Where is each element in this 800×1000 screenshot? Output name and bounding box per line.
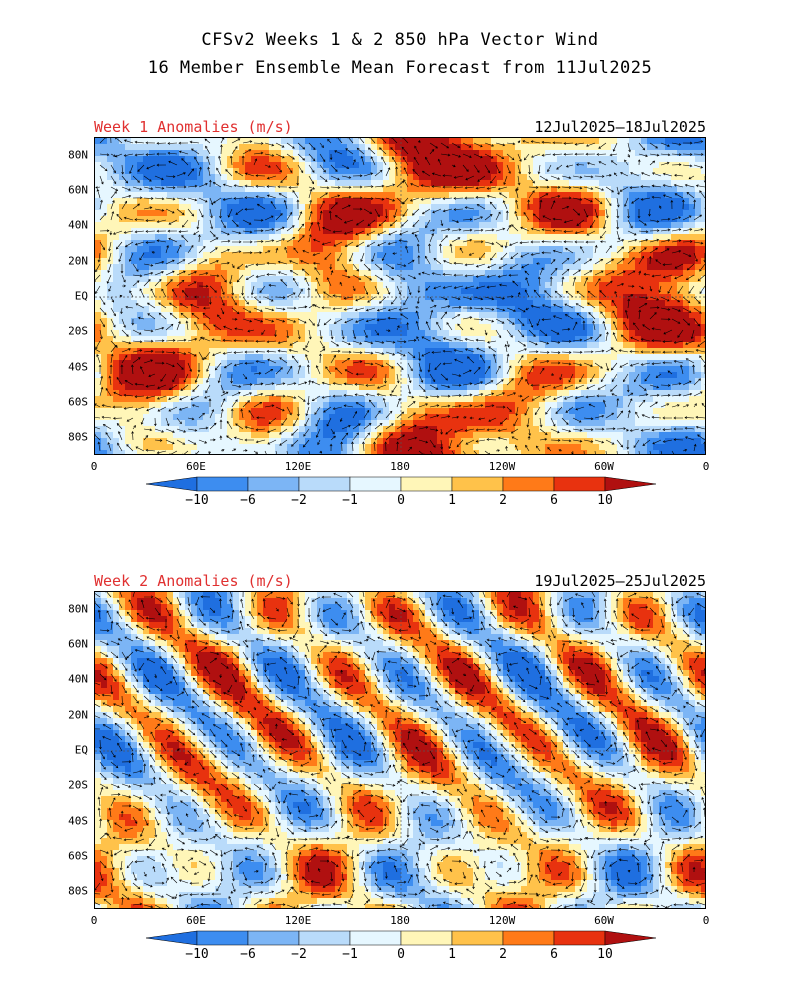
wind-anomaly-field (95, 592, 705, 908)
lon-tick-label: 0 (90, 460, 98, 473)
colorbar-swatches (145, 476, 657, 492)
lat-tick-label: 20N (68, 254, 88, 268)
colorbar-label: −10 (185, 947, 209, 962)
week2-dates: 19Jul2025–25Jul2025 (534, 572, 706, 590)
lat-tick-label: EQ (74, 743, 88, 757)
colorbar-swatch (400, 476, 453, 492)
lat-tick-label: 80S (68, 430, 88, 444)
colorbar-swatch (145, 930, 198, 946)
colorbar-label: 0 (397, 493, 405, 508)
lon-tick-label: 60E (186, 460, 206, 473)
week1-wind-map (94, 137, 706, 455)
lat-tick-label: 40S (68, 360, 88, 374)
colorbar-swatch (145, 476, 198, 492)
lat-tick-label: 80N (68, 148, 88, 162)
colorbar-label: 2 (499, 493, 507, 508)
colorbar-label: 6 (550, 493, 558, 508)
colorbar-label: 0 (397, 947, 405, 962)
colorbar-swatch (502, 930, 555, 946)
colorbar-swatches (145, 930, 657, 946)
lon-tick-label: 0 (702, 460, 710, 473)
colorbar-swatch (196, 476, 249, 492)
lat-tick-label: 80S (68, 884, 88, 898)
lat-tick-label: 40N (68, 218, 88, 232)
lat-tick-label: 60S (68, 395, 88, 409)
lon-tick-label: 180 (390, 914, 410, 927)
lat-tick-label: 80N (68, 602, 88, 616)
colorbar-swatch (553, 476, 606, 492)
lat-tick-label: 20N (68, 708, 88, 722)
lon-tick-label: 120W (488, 914, 516, 927)
colorbar-label: 10 (597, 493, 613, 508)
colorbar-label: 6 (550, 947, 558, 962)
colorbar-swatch (502, 476, 555, 492)
week1-dates: 12Jul2025–18Jul2025 (534, 118, 706, 136)
colorbar-label: −6 (240, 493, 256, 508)
lat-tick-label: 60S (68, 849, 88, 863)
colorbar-label: −2 (291, 493, 307, 508)
lon-tick-label: 60E (186, 914, 206, 927)
figure-title: CFSv2 Weeks 1 & 2 850 hPa Vector Wind (201, 30, 599, 50)
colorbar-label: −10 (185, 493, 209, 508)
lat-tick-label: 60N (68, 183, 88, 197)
lat-tick-label: 40S (68, 814, 88, 828)
colorbar-swatch (451, 476, 504, 492)
colorbar-swatch (604, 476, 657, 492)
colorbar-swatch (196, 930, 249, 946)
colorbar-swatch (349, 930, 402, 946)
week2-label: Week 2 Anomalies (m/s) (94, 572, 293, 590)
colorbar-label: 10 (597, 947, 613, 962)
figure-subtitle: 16 Member Ensemble Mean Forecast from 11… (147, 58, 653, 78)
lat-tick-label: EQ (74, 289, 88, 303)
lon-tick-label: 120E (284, 914, 312, 927)
colorbar-swatch (604, 930, 657, 946)
lon-tick-label: 120W (488, 460, 516, 473)
week2-wind-map (94, 591, 706, 909)
colorbar-label: −6 (240, 947, 256, 962)
colorbar-label: 1 (448, 493, 456, 508)
colorbar-swatch (247, 476, 300, 492)
week1-label: Week 1 Anomalies (m/s) (94, 118, 293, 136)
wind-anomaly-field (95, 138, 705, 454)
colorbar-label: −1 (342, 947, 358, 962)
week1-colorbar (145, 476, 657, 492)
colorbar-label: 2 (499, 947, 507, 962)
lon-tick-label: 60W (594, 914, 614, 927)
lat-tick-label: 60N (68, 637, 88, 651)
lon-tick-label: 180 (390, 460, 410, 473)
lon-tick-label: 60W (594, 460, 614, 473)
lon-tick-label: 0 (702, 914, 710, 927)
colorbar-swatch (247, 930, 300, 946)
colorbar-swatch (451, 930, 504, 946)
colorbar-swatch (298, 476, 351, 492)
lat-tick-label: 40N (68, 672, 88, 686)
colorbar-swatch (349, 476, 402, 492)
lat-tick-label: 20S (68, 324, 88, 338)
lat-tick-label: 20S (68, 778, 88, 792)
colorbar-swatch (298, 930, 351, 946)
week2-colorbar (145, 930, 657, 946)
colorbar-label: −1 (342, 493, 358, 508)
lon-tick-label: 0 (90, 914, 98, 927)
colorbar-swatch (553, 930, 606, 946)
colorbar-swatch (400, 930, 453, 946)
colorbar-label: −2 (291, 947, 307, 962)
colorbar-label: 1 (448, 947, 456, 962)
lon-tick-label: 120E (284, 460, 312, 473)
